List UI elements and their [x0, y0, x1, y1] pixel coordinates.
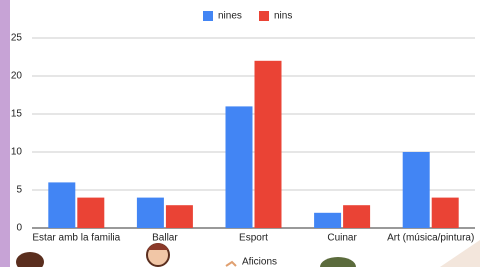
chart: Aficions 0 5 10 15 20 25 nines nins Estar amb la…	[0, 0, 480, 267]
y-tick-label: 10	[11, 147, 23, 158]
legend-label: nines	[218, 11, 242, 22]
y-tick-label: 25	[11, 33, 23, 44]
y-tick-label: 5	[16, 185, 22, 196]
caption: Aficions	[242, 257, 277, 267]
bar	[432, 198, 459, 228]
y-tick-label: 15	[11, 109, 23, 120]
bar	[166, 205, 193, 228]
x-tick-label: Ballar	[152, 233, 178, 244]
bar	[314, 213, 341, 228]
bar	[48, 182, 75, 228]
x-tick-label: Esport	[239, 233, 268, 244]
y-tick-label: 20	[11, 71, 23, 82]
bar	[255, 61, 282, 228]
bar	[343, 205, 370, 228]
bar	[77, 198, 104, 228]
legend-swatch	[203, 11, 213, 21]
bar	[137, 198, 164, 228]
bar	[403, 152, 430, 228]
side-strip	[0, 0, 10, 267]
bar	[226, 106, 253, 228]
x-tick-label: Art (música/pintura)	[387, 233, 474, 244]
x-tick-label: Estar amb la familia	[32, 233, 120, 244]
legend-label: nins	[274, 11, 292, 22]
y-tick-label: 0	[16, 223, 22, 234]
legend-swatch	[259, 11, 269, 21]
x-tick-label: Cuinar	[327, 233, 357, 244]
